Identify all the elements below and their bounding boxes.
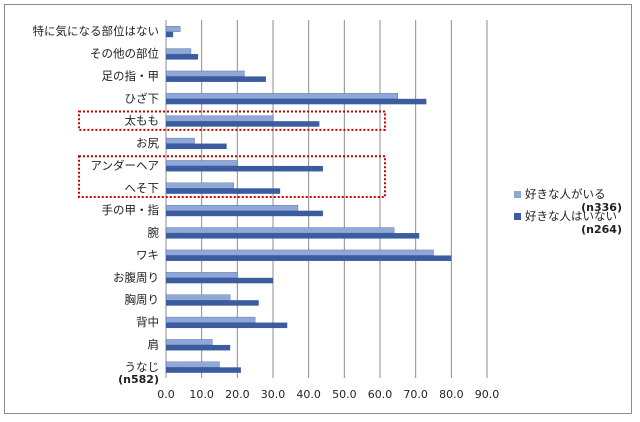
bar: [166, 121, 320, 127]
bar: [166, 277, 273, 284]
category-label: うなじ: [125, 360, 160, 374]
bar: [166, 367, 241, 373]
highlight-box: [78, 155, 386, 198]
category-label: 特に気になる部位はない: [33, 24, 160, 38]
bar: [166, 344, 231, 351]
bar: [165, 115, 274, 122]
bar: [166, 233, 420, 239]
category-label: 背中: [136, 315, 159, 329]
x-tick-label: 10.0: [189, 388, 214, 401]
x-tick-label: 50.0: [332, 388, 357, 401]
bar: [165, 70, 245, 77]
category-label: へそ下: [125, 181, 160, 195]
horizontal-bar-chart: 0.0 10.0 20.0 30.0 40.0 50.0 60.0 70.0 80.0 90.0 特…: [33, 20, 622, 401]
bar: [166, 210, 323, 217]
x-tick-label: 80.0: [439, 388, 464, 401]
bar: [165, 48, 192, 55]
x-tick-label: 40.0: [296, 388, 321, 401]
bar: [165, 182, 234, 189]
bar: [165, 93, 398, 99]
bar: [165, 272, 238, 278]
category-label: ひざ下: [125, 91, 160, 105]
legend-swatch: [514, 213, 521, 220]
x-tick-label: 60.0: [368, 388, 393, 401]
category-label: 腕: [148, 226, 160, 240]
sample-size-note: (n582): [118, 373, 159, 386]
bar: [166, 255, 452, 261]
bar: [166, 76, 266, 82]
legend-label: 好きな人はいない: [525, 209, 617, 223]
bar: [165, 294, 231, 301]
category-label: その他の部位: [90, 47, 159, 61]
bar: [165, 205, 299, 211]
x-tick-label: 0.0: [157, 388, 175, 401]
chart-frame: 0.0 10.0 20.0 30.0 40.0 50.0 60.0 70.0 80.0 90.0 特…: [4, 4, 632, 414]
category-label: 太もも: [125, 114, 160, 128]
bar: [165, 249, 434, 256]
bar: [166, 54, 199, 60]
highlight-box: [78, 110, 386, 131]
bar: [165, 361, 220, 368]
bar: [165, 339, 213, 346]
category-label: お腹周り: [113, 270, 159, 284]
legend-sample-note: (n264): [581, 223, 622, 236]
bar: [165, 227, 395, 234]
legend-label: 好きな人がいる: [525, 187, 606, 201]
legend-swatch: [514, 191, 521, 198]
bar: [166, 143, 227, 150]
category-label: 肩: [148, 337, 160, 351]
category-label: 手の甲・指: [102, 203, 160, 217]
category-label: アンダーヘア: [90, 158, 159, 172]
bar: [165, 160, 238, 167]
bar: [166, 31, 174, 38]
bar: [165, 316, 256, 323]
bar: [166, 300, 259, 306]
category-label: 胸周り: [125, 293, 160, 307]
x-tick-label: 20.0: [225, 388, 250, 401]
x-tick-label: 90.0: [475, 388, 500, 401]
bar: [166, 188, 281, 194]
category-label: ワキ: [136, 248, 159, 262]
bar: [165, 137, 195, 144]
bar: [165, 26, 181, 32]
bar: [166, 322, 288, 329]
legend-sample-note: (n336): [581, 201, 622, 214]
bar: [166, 165, 323, 172]
category-label: お尻: [136, 136, 159, 150]
bar: [166, 98, 427, 105]
category-label: 足の指・甲: [102, 69, 160, 83]
x-tick-label: 30.0: [261, 388, 286, 401]
x-tick-label: 70.0: [403, 388, 428, 401]
